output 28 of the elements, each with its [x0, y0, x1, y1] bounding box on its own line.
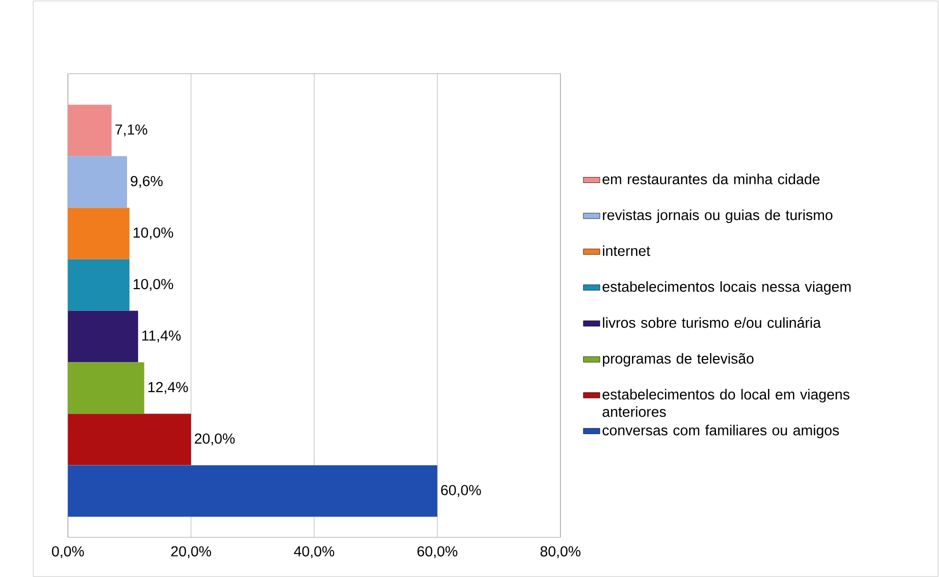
- bar: [68, 207, 130, 259]
- legend-label: livros sobre turismo e/ou culinária: [602, 316, 821, 328]
- bar: [68, 464, 438, 516]
- legend-label: internet: [602, 245, 650, 256]
- legend-label: em restaurantes da minha cidade: [602, 173, 820, 184]
- bar: [68, 362, 144, 414]
- legend-label: programas de televisão: [602, 352, 754, 366]
- legend-label: conversas com familiares ou amigos: [602, 424, 839, 438]
- bar: [68, 104, 112, 156]
- data-label: 20,0%: [194, 433, 235, 446]
- x-tick-label: 80,0%: [540, 546, 580, 558]
- x-tick-label: 0,0%: [52, 546, 84, 558]
- data-label: 10,0%: [134, 227, 174, 240]
- legend-label: estabelecimentos locais nessa viagem: [602, 280, 851, 294]
- x-tick-label: 60,0%: [417, 546, 458, 558]
- bar: [68, 310, 138, 362]
- data-label: 60,0%: [441, 484, 481, 497]
- bar: [68, 413, 192, 465]
- legend-label: revistas jornais ou guias de turismo: [602, 209, 832, 223]
- data-label: 7,1%: [115, 124, 148, 136]
- data-label: 10,0%: [134, 278, 174, 291]
- bar: [68, 258, 130, 310]
- bar: [68, 156, 128, 208]
- data-label: 9,6%: [130, 176, 163, 188]
- data-label: 12,4%: [148, 382, 188, 394]
- x-tick-label: 40,0%: [294, 546, 334, 558]
- data-label: 11,4%: [142, 330, 181, 342]
- x-tick-label: 20,0%: [171, 546, 212, 558]
